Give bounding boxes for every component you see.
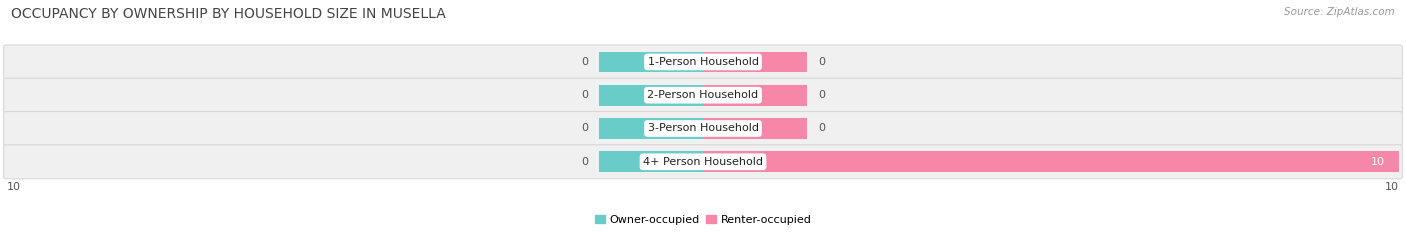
Bar xyxy=(599,151,703,172)
FancyBboxPatch shape xyxy=(4,78,1402,112)
FancyBboxPatch shape xyxy=(4,45,1402,79)
Text: 0: 0 xyxy=(818,90,825,100)
Text: 10: 10 xyxy=(7,182,21,192)
Text: 10: 10 xyxy=(1371,157,1385,167)
Bar xyxy=(703,51,807,72)
Bar xyxy=(703,85,807,106)
Legend: Owner-occupied, Renter-occupied: Owner-occupied, Renter-occupied xyxy=(591,210,815,229)
Text: Source: ZipAtlas.com: Source: ZipAtlas.com xyxy=(1284,7,1395,17)
Text: 2-Person Household: 2-Person Household xyxy=(647,90,759,100)
Text: 1-Person Household: 1-Person Household xyxy=(648,57,758,67)
Bar xyxy=(703,151,1399,172)
FancyBboxPatch shape xyxy=(4,145,1402,179)
Bar xyxy=(599,51,703,72)
Text: 0: 0 xyxy=(581,123,588,134)
Text: 0: 0 xyxy=(581,57,588,67)
Text: 0: 0 xyxy=(581,157,588,167)
Text: 3-Person Household: 3-Person Household xyxy=(648,123,758,134)
Text: 0: 0 xyxy=(818,57,825,67)
Text: 0: 0 xyxy=(818,123,825,134)
Bar xyxy=(599,85,703,106)
FancyBboxPatch shape xyxy=(4,112,1402,145)
Bar xyxy=(599,118,703,139)
Text: 4+ Person Household: 4+ Person Household xyxy=(643,157,763,167)
Bar xyxy=(703,118,807,139)
Text: OCCUPANCY BY OWNERSHIP BY HOUSEHOLD SIZE IN MUSELLA: OCCUPANCY BY OWNERSHIP BY HOUSEHOLD SIZE… xyxy=(11,7,446,21)
Text: 0: 0 xyxy=(581,90,588,100)
Text: 10: 10 xyxy=(1385,182,1399,192)
